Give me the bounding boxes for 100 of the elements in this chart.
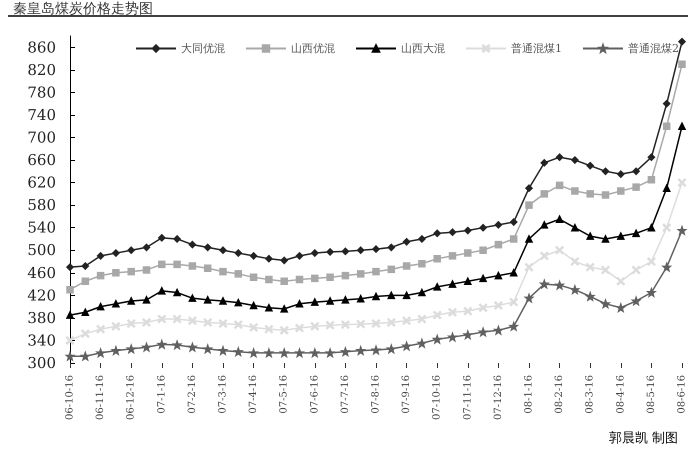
point <box>448 308 457 317</box>
point <box>96 302 104 310</box>
x-tick-label: 07-11-16 <box>462 375 474 420</box>
point <box>540 190 548 198</box>
point <box>326 274 334 282</box>
point <box>250 274 258 282</box>
point <box>602 168 610 176</box>
point <box>617 170 625 178</box>
y-tick-label: 660 <box>27 151 56 170</box>
point <box>203 318 212 327</box>
point <box>188 240 196 248</box>
x-tick-label: 07-7-16 <box>340 375 351 414</box>
point <box>326 297 334 305</box>
point <box>556 215 564 223</box>
point <box>494 272 502 280</box>
point <box>448 280 456 288</box>
point <box>96 272 104 280</box>
text: 郭晨凯 制图 <box>608 431 678 446</box>
point <box>632 183 640 191</box>
point <box>494 221 502 229</box>
point <box>448 252 456 260</box>
point <box>372 268 380 276</box>
point <box>126 319 136 328</box>
point <box>264 324 274 334</box>
point <box>586 232 594 240</box>
point <box>540 252 549 260</box>
y-tick-label: 700 <box>27 128 56 146</box>
point <box>479 274 487 282</box>
point <box>586 262 594 272</box>
y-tick-label: 780 <box>27 83 56 102</box>
point <box>433 283 441 291</box>
point <box>342 296 350 304</box>
point <box>219 297 227 305</box>
point <box>678 60 686 68</box>
point <box>662 122 670 130</box>
point <box>432 310 442 320</box>
point <box>388 292 396 300</box>
y-tick-label: 860 <box>27 38 56 56</box>
point <box>280 326 288 335</box>
legend-label: 大同优混 <box>181 42 225 55</box>
point <box>188 294 196 302</box>
point <box>632 230 640 238</box>
point <box>433 230 441 238</box>
point <box>249 323 258 332</box>
point <box>66 336 74 345</box>
x-tick-label: 07-5-16 <box>278 375 290 414</box>
point <box>479 246 487 254</box>
point <box>142 342 151 352</box>
point <box>647 257 656 266</box>
x-tick-label: 08-4-16 <box>615 375 626 414</box>
point <box>356 246 364 254</box>
point <box>525 184 533 192</box>
point <box>648 176 656 184</box>
point <box>250 252 258 260</box>
point <box>326 320 334 330</box>
chart-title: 秦皇岛煤炭价格走势图 <box>13 1 153 17</box>
point <box>173 235 181 243</box>
point <box>372 292 380 300</box>
point <box>158 260 166 268</box>
x-tick-label: 07-4-16 <box>248 375 260 414</box>
point <box>540 221 548 229</box>
point <box>556 153 564 161</box>
point <box>570 257 580 266</box>
point <box>662 100 670 108</box>
point <box>173 260 181 268</box>
point <box>402 262 410 270</box>
point <box>524 294 534 302</box>
point <box>402 292 410 300</box>
y-tick-label: 580 <box>27 196 56 214</box>
point <box>296 276 304 284</box>
x-tick-label: 08-2-16 <box>554 375 566 414</box>
point <box>662 223 671 232</box>
point <box>326 248 334 256</box>
point <box>96 252 104 260</box>
point <box>494 240 502 248</box>
x-tick-label: 06-11-16 <box>95 375 106 420</box>
point <box>601 266 610 274</box>
point <box>372 319 380 328</box>
point <box>586 190 594 198</box>
point <box>662 184 670 192</box>
point <box>616 277 626 286</box>
point <box>571 224 579 232</box>
x-tick-label: 07-6-16 <box>309 375 320 414</box>
point <box>127 268 135 276</box>
point <box>112 322 120 331</box>
point <box>280 278 288 285</box>
point <box>341 320 350 329</box>
y-tick-label: 540 <box>27 218 56 237</box>
point <box>96 324 105 334</box>
point <box>82 278 90 285</box>
x-tick-label: 07-8-16 <box>370 375 382 414</box>
point <box>387 318 396 327</box>
y-tick-label: 300 <box>27 354 56 372</box>
point <box>524 262 534 272</box>
point <box>219 246 227 254</box>
point <box>188 316 197 325</box>
y-tick-label: 620 <box>27 174 56 192</box>
point <box>66 263 74 271</box>
point <box>296 252 304 260</box>
point <box>81 329 90 338</box>
